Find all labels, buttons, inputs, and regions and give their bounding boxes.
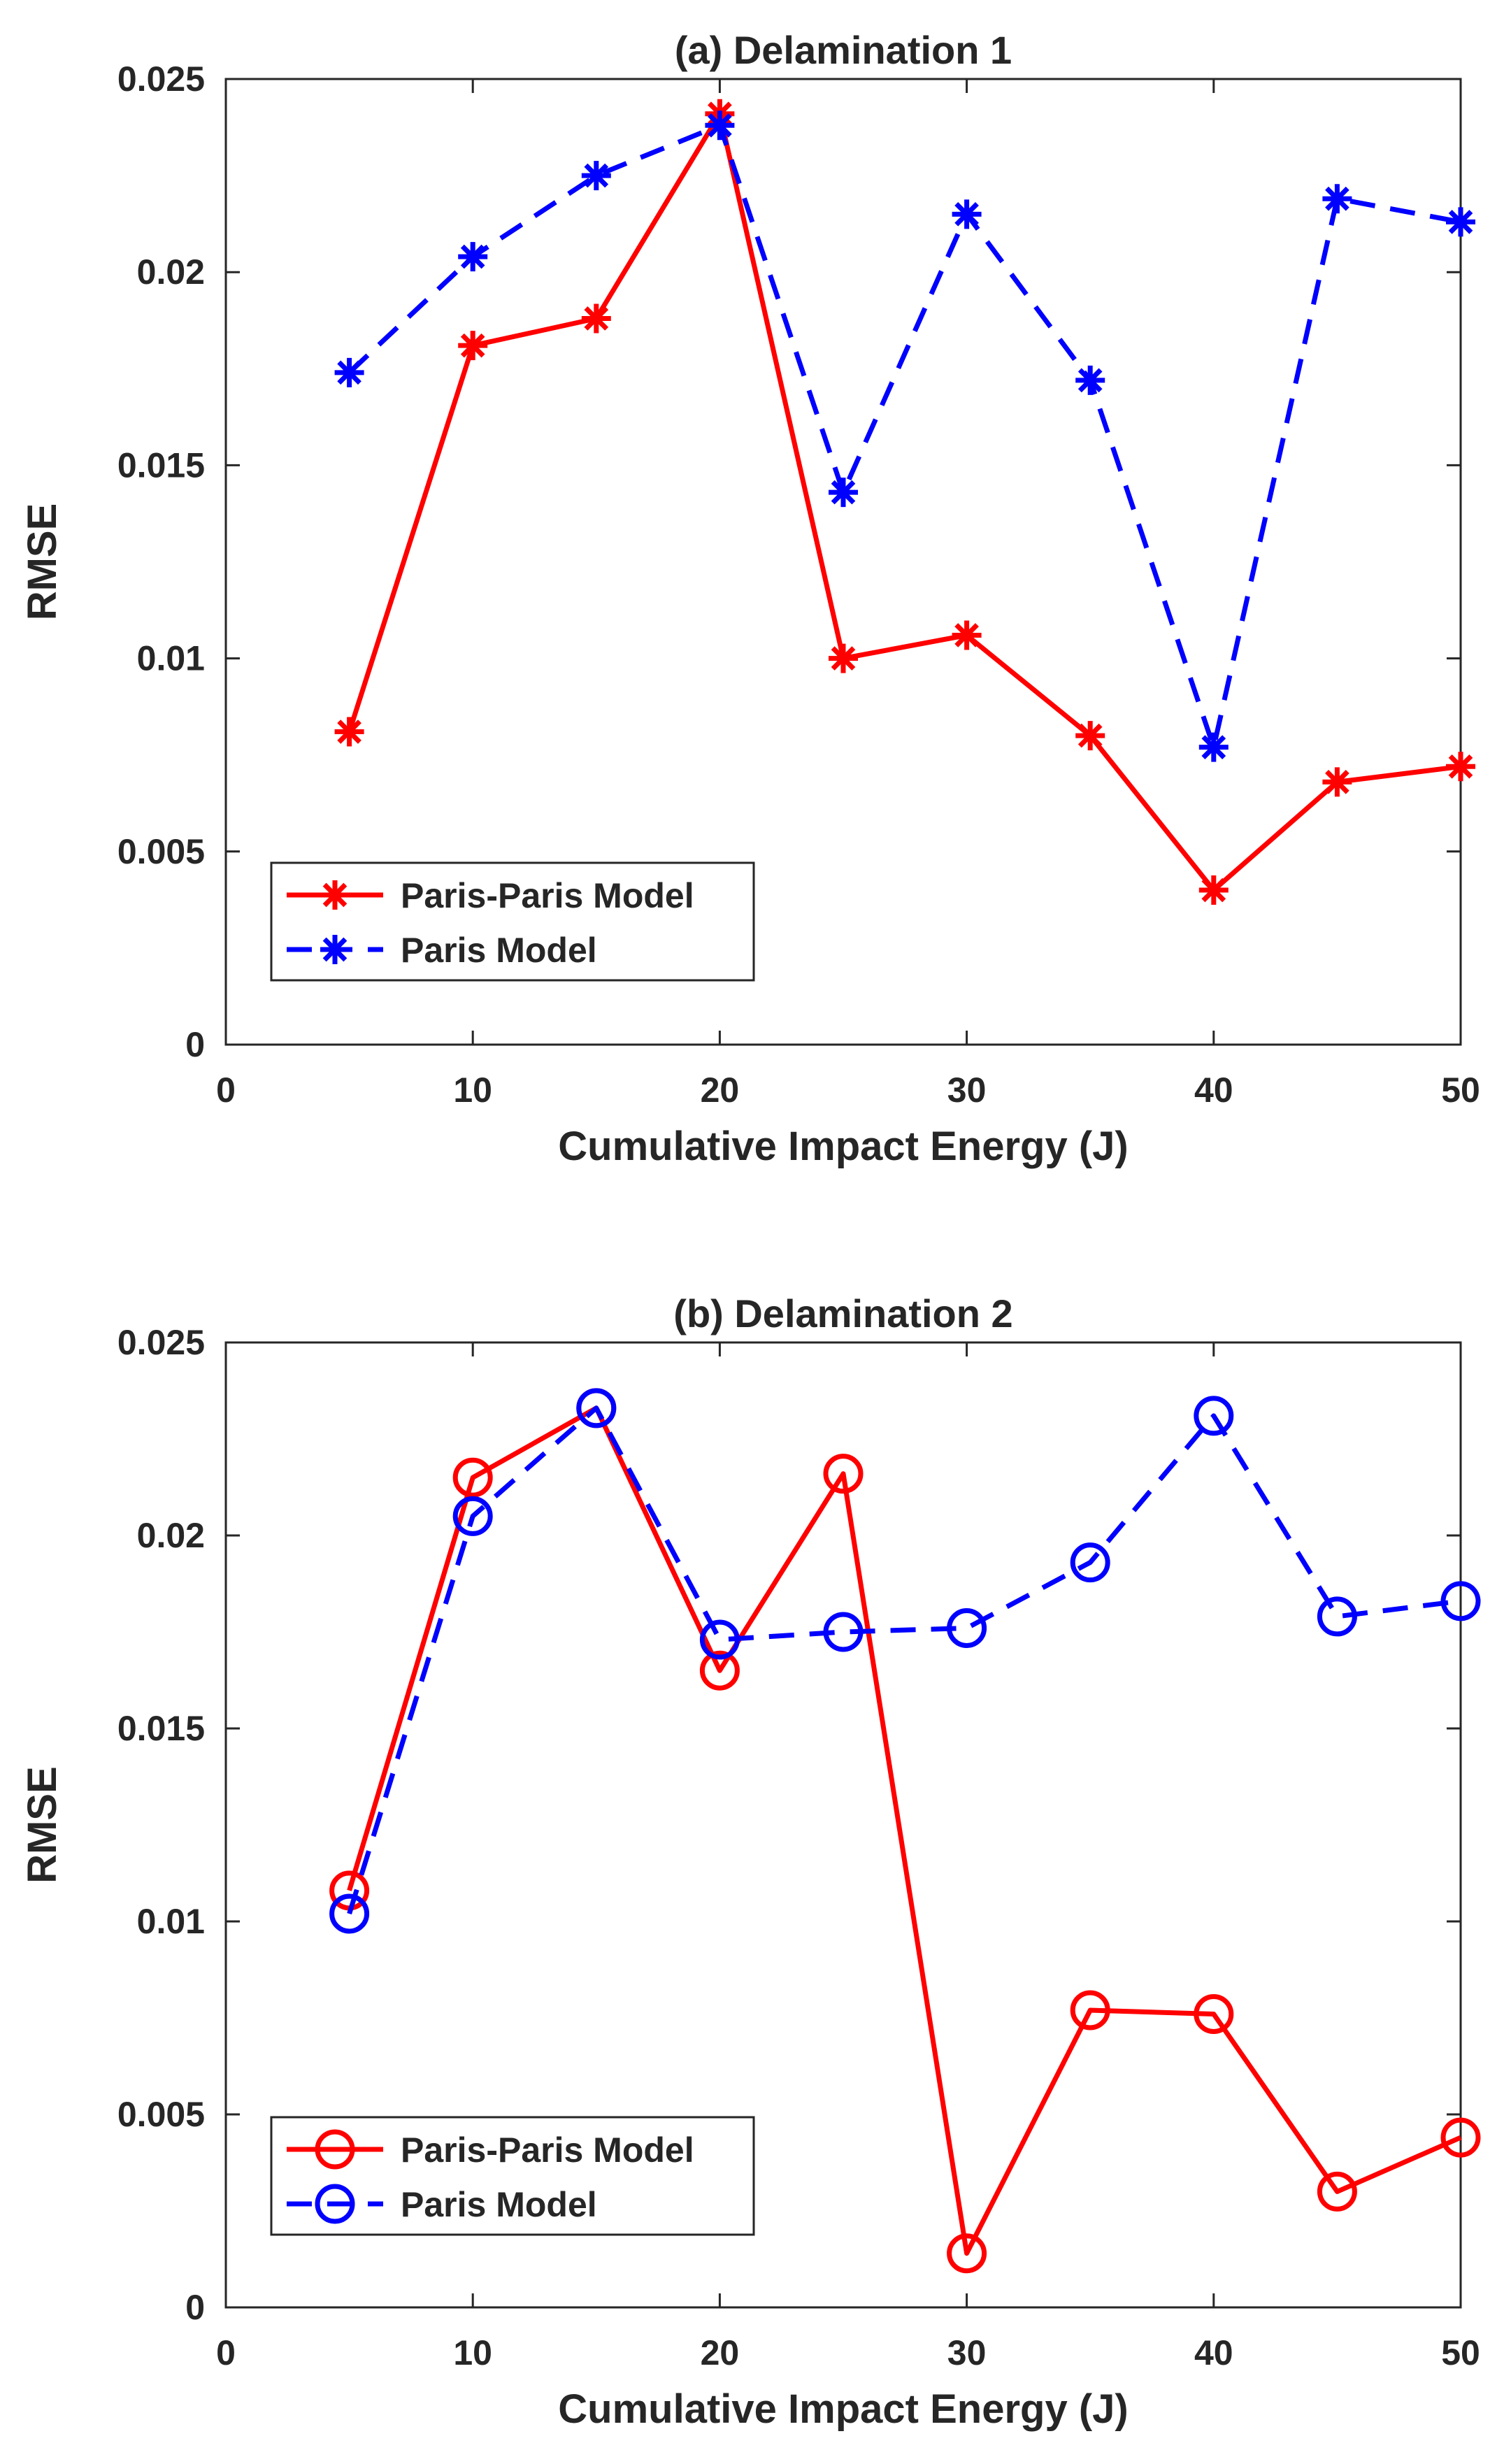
data-point <box>1070 1990 1110 2030</box>
data-point <box>458 331 488 361</box>
y-tick-label: 0.01 <box>137 639 205 678</box>
x-tick-label: 20 <box>701 2333 740 2372</box>
y-axis-label: RMSE <box>20 1766 65 1884</box>
data-point <box>829 478 858 508</box>
data-point <box>823 1454 864 1494</box>
data-point <box>1322 184 1352 214</box>
data-point <box>699 1619 740 1660</box>
legend-marker <box>320 935 350 964</box>
data-point <box>947 2233 987 2274</box>
y-tick-label: 0.015 <box>117 445 205 485</box>
x-tick-label: 10 <box>453 2333 492 2372</box>
legend-marker <box>320 880 350 910</box>
series-2 <box>334 110 1475 762</box>
data-point <box>947 1607 987 1648</box>
data-point <box>329 1893 370 1934</box>
y-tick-label: 0.02 <box>137 1516 205 1555</box>
x-axis-label: Cumulative Impact Energy (J) <box>558 1124 1128 1169</box>
legend-box <box>270 861 755 982</box>
y-tick-label: 0.015 <box>117 1709 205 1748</box>
y-tick-label: 0.005 <box>117 832 205 871</box>
x-axis-label: Cumulative Impact Energy (J) <box>558 2386 1128 2432</box>
x-tick-label: 50 <box>1441 2333 1480 2372</box>
data-point <box>1317 2171 1357 2212</box>
data-point <box>1198 732 1229 762</box>
series-1 <box>334 99 1475 905</box>
series-line <box>347 1405 1461 1915</box>
series-line <box>347 1405 1462 2256</box>
data-point <box>829 643 858 673</box>
plot-area-frame <box>224 1341 1462 2309</box>
data-point <box>823 1612 864 1652</box>
data-point <box>1440 1581 1481 1621</box>
x-tick-label: 40 <box>1194 2333 1233 2372</box>
data-point <box>1070 1542 1110 1583</box>
data-point <box>1075 365 1105 395</box>
data-point <box>1317 1596 1357 1637</box>
data-point <box>705 110 735 141</box>
series-line <box>348 122 1461 750</box>
legend-marker <box>315 2184 355 2224</box>
data-point <box>1446 752 1475 782</box>
data-point <box>952 620 982 650</box>
x-tick-label: 30 <box>947 1070 987 1110</box>
y-tick-label: 0 <box>185 1025 205 1064</box>
legend-entry-label: Paris-Paris Model <box>401 876 694 915</box>
x-tick-label: 30 <box>947 2333 987 2372</box>
y-tick-label: 0.025 <box>117 1323 205 1362</box>
y-tick-label: 0.01 <box>137 1902 205 1941</box>
legend-marker <box>315 2129 355 2170</box>
chart-title: (b) Delamination 2 <box>673 1291 1012 1335</box>
data-point <box>1075 721 1105 751</box>
data-point <box>699 1650 740 1691</box>
y-tick-label: 0.005 <box>117 2095 205 2134</box>
x-tick-label: 0 <box>216 2333 236 2372</box>
data-point <box>952 199 982 229</box>
x-tick-label: 20 <box>701 1070 740 1110</box>
series-2 <box>329 1388 1481 1934</box>
data-point <box>581 161 611 191</box>
data-point <box>1446 207 1475 237</box>
legend-entry-label: Paris Model <box>401 931 597 970</box>
series-line <box>347 111 1461 893</box>
data-point <box>581 303 611 334</box>
chart-title: (a) Delamination 1 <box>675 28 1012 72</box>
data-point <box>1322 767 1352 797</box>
data-point <box>334 717 364 747</box>
data-point <box>1198 875 1229 905</box>
legend: Paris-Paris Model Paris Model <box>270 861 755 982</box>
x-tick-label: 40 <box>1194 1070 1233 1110</box>
data-point <box>334 357 364 387</box>
chart-panel-2: 0 10 20 30 40 50 0 0.005 0.01 0.015 0.02 0.025 (b) D… <box>20 1291 1481 2432</box>
x-tick-label: 50 <box>1441 1070 1480 1110</box>
data-point <box>452 1457 493 1498</box>
data-point <box>1440 2117 1481 2158</box>
legend: Paris-Paris Model Paris Model <box>270 2116 755 2236</box>
y-axis-label: RMSE <box>20 503 65 621</box>
legend-entry-label: Paris-Paris Model <box>401 2130 694 2170</box>
legend-box <box>270 2116 755 2236</box>
data-point <box>458 242 488 272</box>
data-point <box>1194 1993 1234 2034</box>
data-point <box>452 1496 493 1536</box>
data-point <box>1194 1396 1234 1436</box>
legend-entry-label: Paris Model <box>401 2185 597 2224</box>
x-tick-label: 0 <box>216 1070 236 1110</box>
x-tick-label: 10 <box>453 1070 492 1110</box>
chart-panel-1: 0 10 20 30 40 50 0 0.005 0.01 0.015 0.02 0.025 (a) D… <box>20 28 1480 1169</box>
y-tick-label: 0.02 <box>137 252 205 292</box>
y-tick-label: 0 <box>185 2288 205 2327</box>
data-point <box>576 1388 617 1428</box>
y-tick-label: 0.025 <box>117 59 205 99</box>
plot-area-frame <box>224 78 1462 1046</box>
